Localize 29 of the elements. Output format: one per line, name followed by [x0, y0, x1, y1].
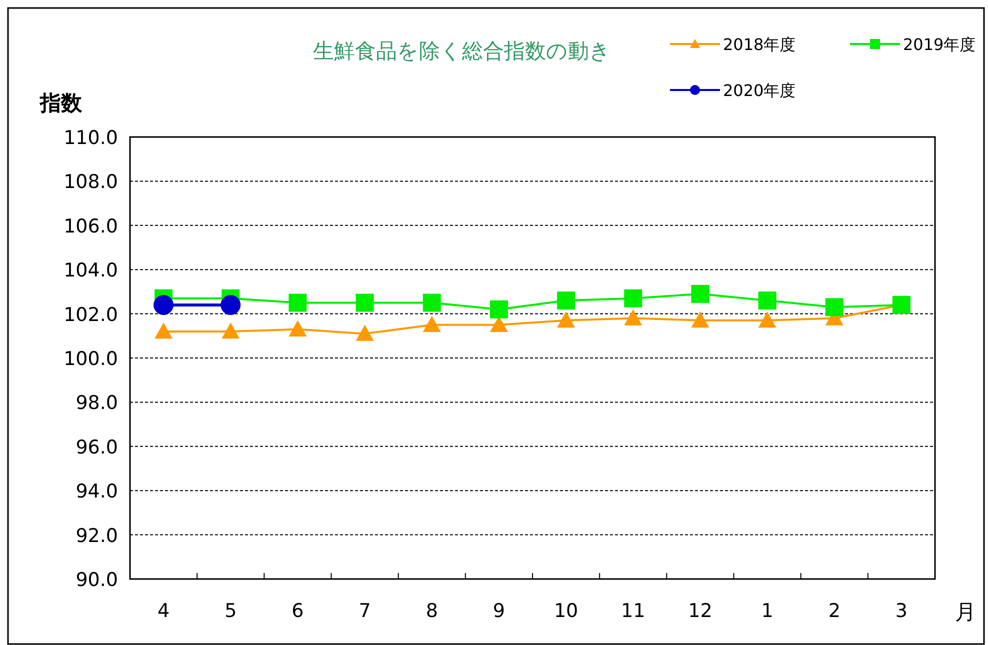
y-tick-label: 102.0 — [64, 304, 118, 326]
chart-title: 生鮮食品を除く総合指数の動き — [313, 39, 611, 63]
y-tick-label: 98.0 — [76, 392, 118, 414]
x-tick-label: 12 — [688, 600, 712, 622]
x-tick-label: 8 — [426, 600, 438, 622]
x-tick-label: 4 — [157, 600, 170, 622]
y-tick-label: 94.0 — [76, 480, 118, 503]
y-tick-label: 92.0 — [76, 524, 118, 547]
x-axis-title: 月 — [955, 600, 976, 624]
x-tick-label: 1 — [761, 600, 774, 622]
x-tick-label: 6 — [292, 600, 304, 622]
x-tick-label: 10 — [554, 600, 578, 622]
y-tick-label: 104.0 — [64, 260, 118, 282]
y-tick-label: 110.0 — [64, 127, 118, 149]
y-tick-label: 108.0 — [64, 171, 118, 194]
legend-label: 2018年度 — [723, 35, 796, 54]
y-tick-label: 106.0 — [64, 215, 118, 238]
legend-label: 2020年度 — [723, 81, 796, 100]
y-axis-title: 指数 — [39, 91, 83, 115]
x-tick-label: 11 — [621, 600, 646, 622]
x-tick-label: 3 — [895, 600, 908, 622]
x-tick-label: 2 — [828, 600, 840, 622]
y-tick-label: 96.0 — [76, 436, 118, 458]
y-tick-label: 100.0 — [64, 348, 118, 370]
y-tick-label: 90.0 — [76, 569, 118, 591]
x-tick-label: 9 — [492, 600, 506, 622]
x-tick-label: 7 — [358, 600, 371, 622]
x-tick-label: 5 — [224, 600, 237, 622]
legend-label: 2019年度 — [903, 35, 976, 54]
